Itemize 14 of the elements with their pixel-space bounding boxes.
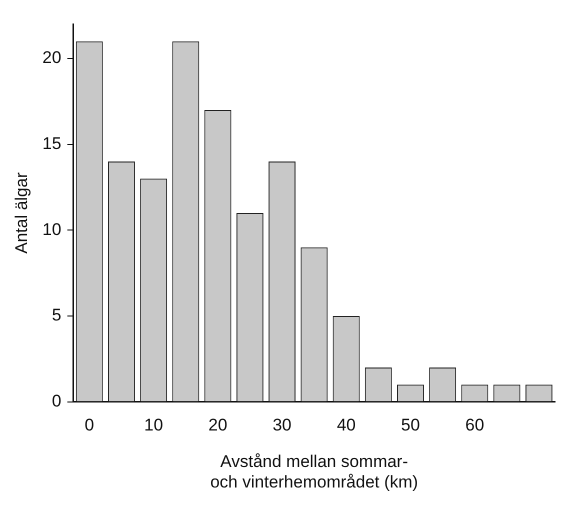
y-tick-label: 20 [42, 48, 62, 68]
x-tick-label: 60 [465, 416, 484, 435]
x-tick-label: 30 [272, 416, 292, 435]
x-tick-label: 0 [84, 416, 94, 435]
y-tick-label: 15 [42, 134, 62, 154]
x-tick-label: 50 [401, 416, 420, 435]
y-tick-label: 5 [52, 306, 62, 325]
y-tick-label: 10 [42, 220, 62, 239]
y-tick-label: 0 [52, 391, 62, 410]
x-tick-label: 10 [144, 416, 164, 435]
y-axis-title: Antal älgar [12, 172, 31, 254]
x-axis-title: Avstånd mellan sommar- och vinterhemområdet (km) [210, 452, 418, 492]
x-tick-label: 40 [336, 416, 356, 435]
x-tick-label: 20 [208, 416, 228, 435]
